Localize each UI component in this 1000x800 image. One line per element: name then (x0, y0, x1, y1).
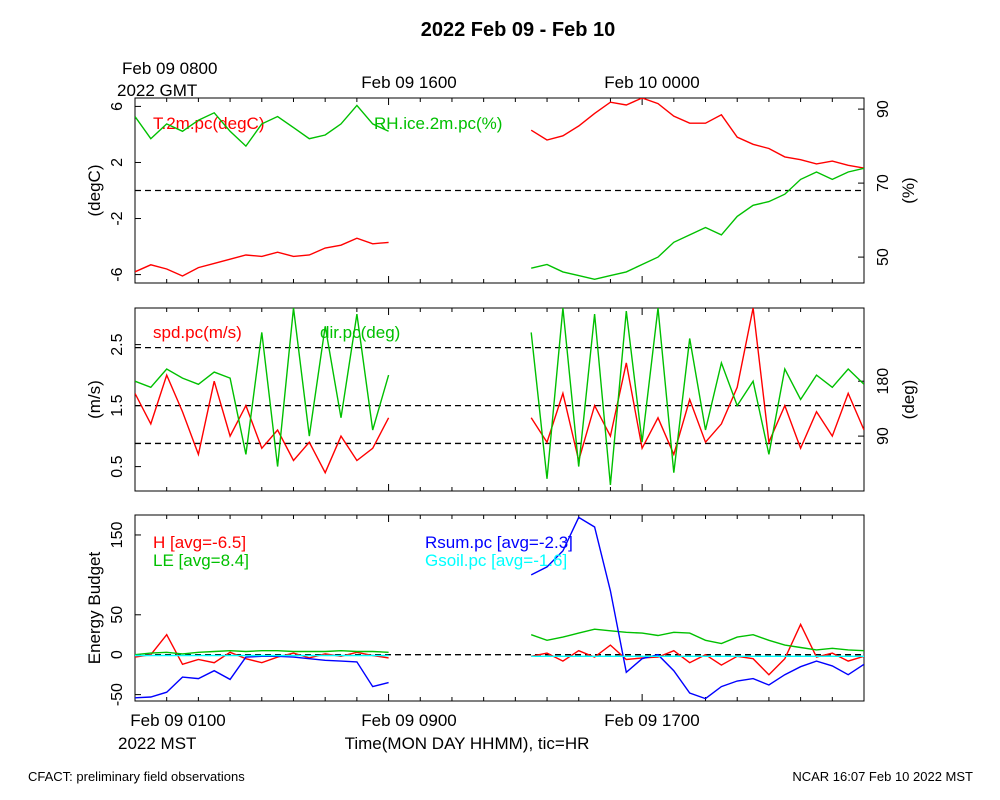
legend-entry: RH.ice.2m.pc(%) (374, 114, 502, 133)
right-tick-label: 180 (875, 368, 892, 395)
gmt-tick-label: Feb 09 1600 (361, 73, 456, 92)
left-axis-label: (m/s) (85, 380, 104, 419)
series-h-line (135, 633, 389, 666)
energy-budget-panel: -50 0 50 150 Energy Budget H [avg=-6.5]LE [av… (85, 514, 865, 706)
left-tick-label: 150 (109, 522, 126, 549)
series-rsum-line (530, 516, 864, 700)
series-rh-line (531, 167, 864, 281)
left-axis-label: (degC) (85, 165, 104, 217)
right-tick-label: 70 (875, 174, 892, 192)
right-axis-label: (%) (899, 177, 918, 203)
series-dir-line (135, 308, 390, 467)
left-tick-label: 2 (109, 158, 126, 167)
left-tick-label: 1.5 (109, 394, 126, 416)
legend-entry: LE [avg=8.4] (153, 551, 249, 570)
left-tick-label: 50 (109, 606, 126, 624)
series-h-line (531, 622, 864, 676)
right-axis-label: (deg) (899, 380, 918, 420)
legend-entry: H [avg=-6.5] (153, 533, 246, 552)
wind-frame (134, 307, 865, 492)
legend-entry: Gsoil.pc [avg=-1.6] (425, 551, 567, 570)
x-axis-label: Time(MON DAY HHMM), tic=HR (345, 734, 590, 753)
energy-budget-frame (134, 514, 865, 702)
chart-title: 2022 Feb 09 - Feb 10 (421, 19, 616, 41)
wind-panel: 0.5 1.5 2.5 (m/s) 90 180 (deg) spd.pc(m/s) dir.p… (85, 307, 918, 492)
right-tick-label: 90 (875, 427, 892, 445)
right-tick-label: 50 (875, 248, 892, 266)
series-t-line (135, 237, 389, 277)
series-spd-line (530, 308, 864, 464)
footer-left: CFACT: preliminary field observations (28, 769, 245, 784)
series-le-line (135, 649, 389, 656)
mst-year-label: 2022 MST (118, 734, 196, 753)
left-tick-label: -6 (109, 267, 126, 281)
series-spd-line (135, 373, 390, 475)
footer-right: NCAR 16:07 Feb 10 2022 MST (792, 769, 973, 784)
mst-tick-label: Feb 09 0900 (361, 711, 456, 730)
left-tick-label: 0 (109, 650, 126, 659)
right-tick-label: 90 (875, 100, 892, 118)
gmt-year-label: 2022 GMT (117, 81, 197, 100)
gmt-date-label: Feb 09 0800 (122, 59, 217, 78)
series-dir-line (530, 308, 864, 485)
left-tick-label: -50 (109, 683, 126, 706)
gmt-tick-label: Feb 10 0000 (604, 73, 699, 92)
series-rh-line (135, 104, 389, 148)
mst-tick-label: Feb 09 0100 (130, 711, 225, 730)
temperature-humidity-panel: -6 -2 2 6 (degC) 50 70 90 (%) T.2m.pc(degC) RH.ice… (85, 97, 918, 284)
left-axis-label: Energy Budget (85, 551, 104, 664)
legend-entry: Rsum.pc [avg=-2.3] (425, 533, 573, 552)
legend-entry: spd.pc(m/s) (153, 323, 242, 342)
legend-entry: T.2m.pc(degC) (153, 114, 264, 133)
mst-tick-label: Feb 09 1700 (604, 711, 699, 730)
series-t-line (530, 98, 864, 169)
legend-entry: dir.pc(deg) (320, 323, 400, 342)
left-tick-label: 6 (109, 102, 126, 111)
left-tick-label: 0.5 (109, 455, 126, 477)
left-tick-label: -2 (109, 211, 126, 225)
series-le-line (530, 628, 864, 652)
series-rsum-line (135, 655, 389, 699)
left-tick-label: 2.5 (109, 333, 126, 355)
